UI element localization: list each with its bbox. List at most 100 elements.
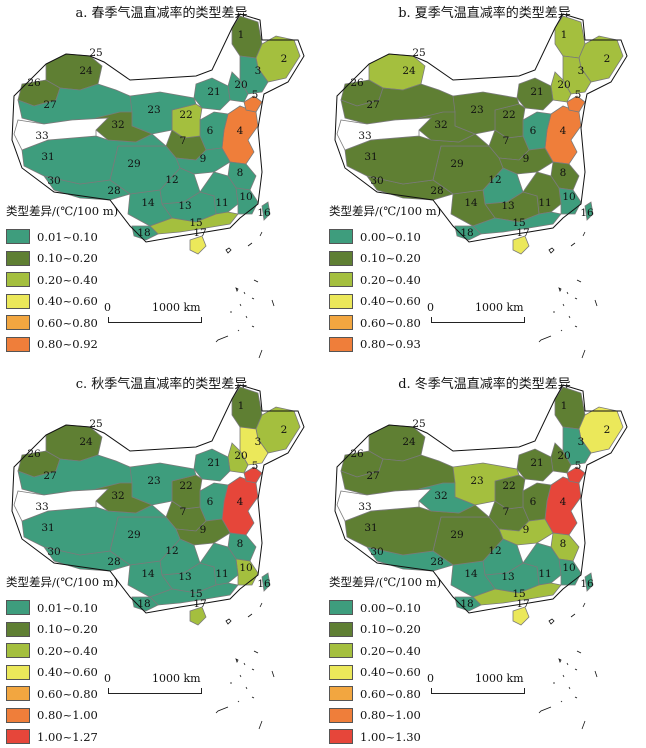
region-label-13: 13 [178, 571, 191, 583]
island-mark [235, 287, 239, 293]
legend-label: 0.01~0.10 [37, 229, 98, 244]
legend-item: 0.60~0.80 [329, 312, 441, 334]
region-21 [516, 448, 554, 482]
map-panel-1: a. 春季气温直减率的类型差异 1 2 3 4 5 6 7 8 9 10 11 12 13 14 15 16 1… [0, 0, 323, 371]
region-label-11: 11 [215, 568, 228, 580]
region-label-12: 12 [165, 174, 178, 186]
region-label-31: 31 [41, 151, 54, 163]
island-mark [562, 303, 565, 307]
island-mark [581, 349, 586, 359]
region-map: 1234567891011121314151617182021222324252… [11, 384, 305, 730]
region-label-4: 4 [560, 496, 567, 508]
country-border [334, 13, 628, 243]
legend-item: 0.40~0.60 [329, 662, 441, 684]
legend-swatch [6, 272, 30, 288]
legend-swatch [329, 707, 353, 723]
legend-item: 0.20~0.40 [329, 640, 441, 662]
region-label-18: 18 [137, 227, 150, 239]
island-mark [568, 686, 571, 690]
region-label-26: 26 [350, 77, 364, 89]
island-mark [562, 674, 565, 678]
legend-item: 0.01~0.10 [6, 597, 118, 619]
region-label-13: 13 [178, 200, 191, 212]
region-label-17: 17 [516, 598, 529, 610]
legend-item: 0.80~1.00 [6, 705, 118, 727]
legend-label: 0.80~1.00 [37, 708, 98, 723]
region-32 [95, 482, 153, 514]
island-mark [271, 670, 275, 678]
scale-distance-label: 1000 km [152, 301, 201, 314]
legend-item: 0.40~0.60 [6, 662, 118, 684]
legend-label: 1.00~1.27 [37, 729, 98, 744]
island-mark [237, 700, 240, 703]
island-mark [253, 650, 259, 654]
legend-swatch [329, 250, 353, 266]
region-label-29: 29 [450, 158, 463, 170]
region-label-27: 27 [43, 99, 56, 111]
region-label-25: 25 [412, 418, 425, 430]
scale-zero-label: 0 [427, 672, 434, 685]
region-label-33: 33 [358, 501, 371, 513]
island-mark [247, 242, 253, 247]
region-17 [189, 606, 207, 626]
region-5 [243, 95, 263, 113]
island-mark [239, 674, 242, 678]
legend-swatch [6, 664, 30, 680]
legend-label: 0.40~0.60 [360, 665, 421, 680]
region-label-10: 10 [239, 562, 252, 574]
legend-item: 0.00~0.10 [329, 597, 441, 619]
island-mark [237, 329, 240, 332]
legend-item: 0.80~1.00 [329, 705, 441, 727]
region-label-7: 7 [180, 506, 187, 518]
legend-swatch [6, 229, 30, 245]
legend-label: 0.40~0.60 [360, 294, 421, 309]
region-label-15: 15 [512, 588, 525, 600]
region-label-10: 10 [239, 191, 252, 203]
island-mark [245, 686, 248, 690]
region-label-7: 7 [503, 506, 510, 518]
region-label-29: 29 [127, 158, 140, 170]
island-mark [568, 315, 571, 319]
region-22 [494, 474, 526, 510]
region-label-3: 3 [255, 436, 262, 448]
region-label-33: 33 [35, 130, 48, 142]
island-mark [258, 720, 263, 730]
island-mark [560, 329, 563, 332]
island-mark [239, 303, 242, 307]
island-mark [259, 602, 263, 608]
region-label-22: 22 [179, 480, 192, 492]
legend-label: 0.10~0.20 [360, 251, 421, 266]
legend-label: 0.01~0.10 [37, 600, 98, 615]
region-label-8: 8 [237, 538, 244, 550]
region-label-12: 12 [488, 174, 501, 186]
region-label-15: 15 [189, 217, 202, 229]
region-label-21: 21 [207, 457, 220, 469]
legend-item: 0.10~0.20 [6, 619, 118, 641]
region-label-26: 26 [27, 448, 41, 460]
region-33 [336, 117, 433, 151]
region-5 [566, 95, 586, 113]
scale-line [108, 317, 202, 323]
island-mark [558, 287, 562, 293]
legend: 类型差异/(℃/100 m) 0.00~0.10 0.10~0.20 0.20~0.… [329, 203, 441, 355]
region-33 [336, 488, 433, 522]
region-33 [13, 117, 110, 151]
region-label-22: 22 [502, 480, 515, 492]
legend-label: 0.20~0.40 [37, 643, 98, 658]
region-label-13: 13 [501, 200, 514, 212]
region-label-31: 31 [364, 151, 377, 163]
legend-swatch [6, 336, 30, 352]
legend-swatch [6, 315, 30, 331]
island-mark [271, 299, 275, 307]
legend-item: 0.20~0.40 [329, 269, 441, 291]
panel-title: b. 夏季气温直减率的类型差异 [398, 6, 571, 21]
island-mark [235, 658, 239, 664]
region-label-15: 15 [512, 217, 525, 229]
region-17 [512, 606, 530, 626]
legend-item: 0.10~0.20 [6, 248, 118, 270]
region-label-29: 29 [127, 529, 140, 541]
panel-title: a. 春季气温直减率的类型差异 [75, 6, 248, 21]
legend-item: 0.60~0.80 [6, 683, 118, 705]
region-32 [418, 111, 476, 143]
legend-item: 0.20~0.40 [6, 269, 118, 291]
